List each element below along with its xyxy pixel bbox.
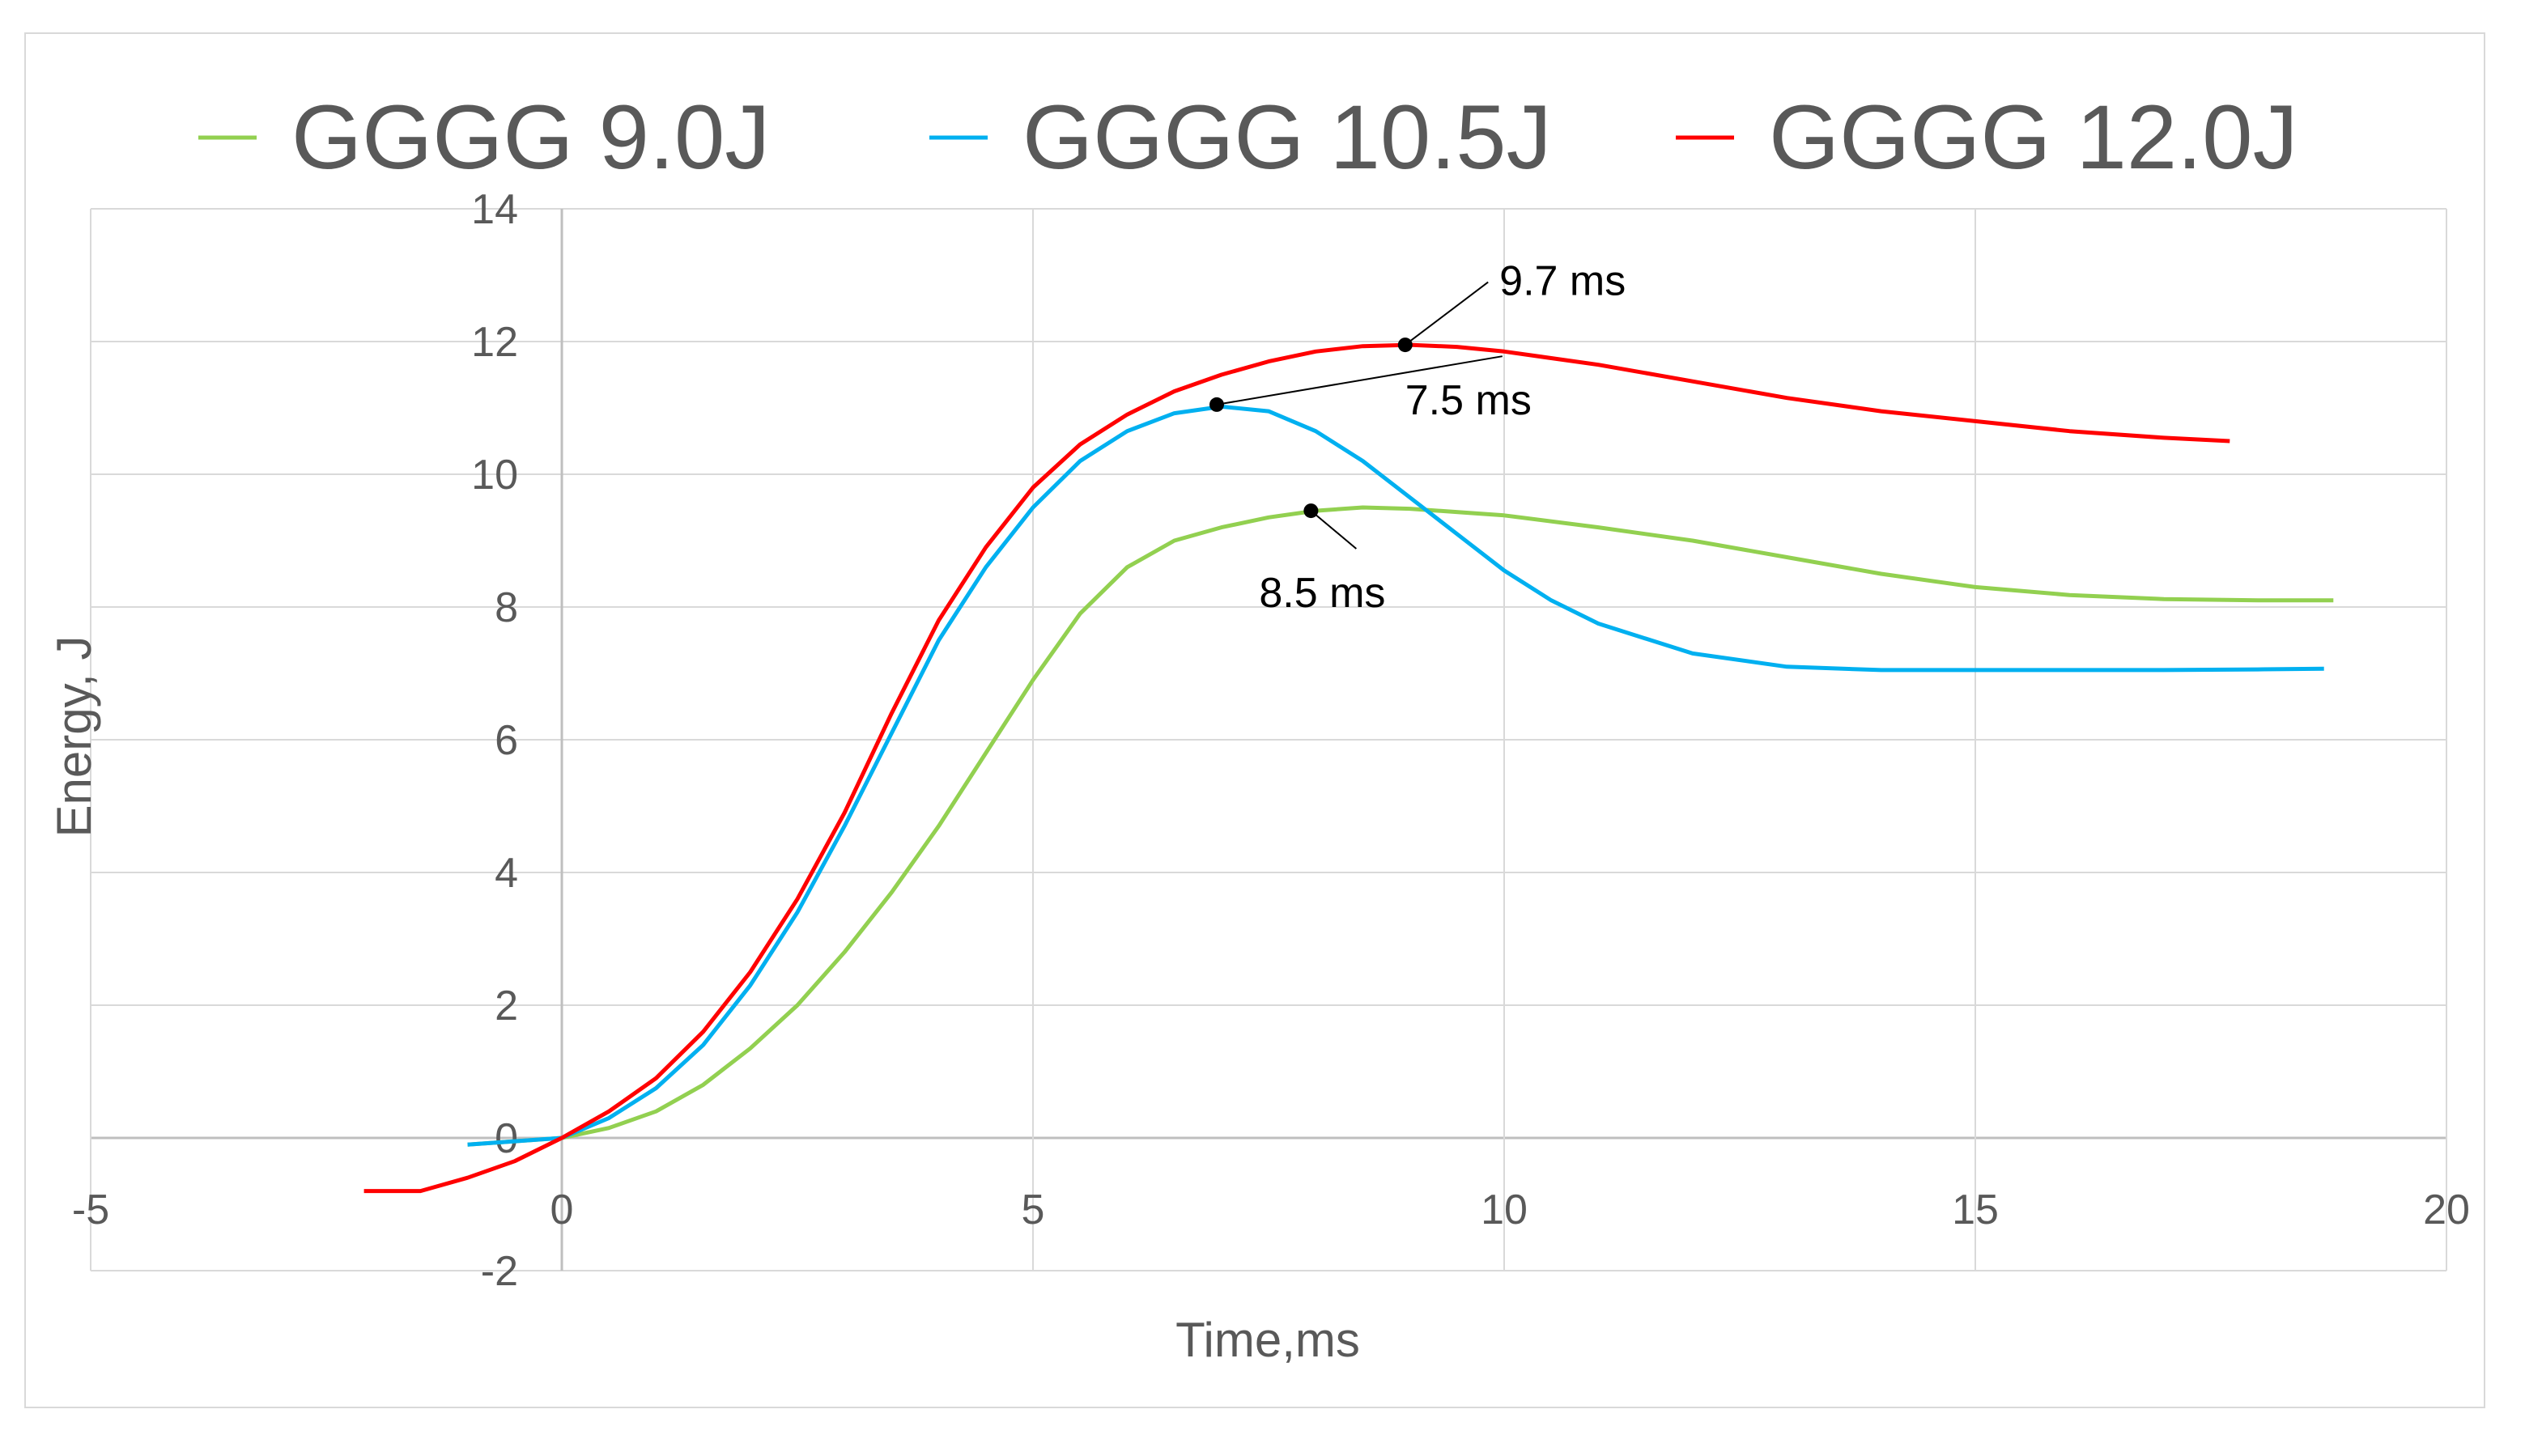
x-tick-label: 20: [2423, 1186, 2470, 1233]
legend-label: GGGG 9.0J: [291, 87, 770, 188]
series-layer: [363, 342, 2334, 1194]
y-tick-label: 10: [471, 452, 518, 499]
annotation-label: 9.7 ms: [1499, 258, 1626, 305]
chart-frame: [24, 32, 2485, 1408]
series-line: [467, 505, 2334, 1147]
annotation-label: 7.5 ms: [1405, 377, 1532, 424]
y-tick-label: 0: [495, 1115, 518, 1162]
y-tick-label: 2: [495, 983, 518, 1029]
annotation-marker: [1397, 337, 1413, 353]
y-tick-label: 8: [495, 584, 518, 631]
annotation-label: 8.5 ms: [1259, 570, 1385, 617]
annotation-leader: [1405, 281, 1489, 346]
y-tick-label: -2: [481, 1248, 518, 1295]
series-line: [363, 342, 2230, 1194]
annotation-marker: [1303, 503, 1319, 519]
y-axis-title: Energy, J: [47, 636, 101, 838]
x-axis-title: Time,ms: [1175, 1313, 1360, 1367]
axis-layer: -2 0 2 4 6 8 10 12 14 -5 0 5 10 15 20: [72, 186, 2470, 1295]
legend-label: GGGG 12.0J: [1769, 87, 2298, 188]
x-tick-label: 10: [1481, 1186, 1528, 1233]
x-tick-label: 15: [1952, 1186, 1999, 1233]
grid-layer: [90, 208, 2447, 1271]
x-tick-label: -5: [72, 1186, 109, 1233]
y-tick-label: 12: [471, 319, 518, 366]
legend-label: GGGG 10.5J: [1022, 87, 1552, 188]
x-tick-label: 0: [550, 1186, 574, 1233]
y-tick-label: 6: [495, 717, 518, 764]
legend: GGGG 9.0J GGGG 10.5J GGGG 12.0J: [198, 87, 2298, 188]
annotation-layer: 9.7 ms 7.5 ms 8.5 ms: [1209, 258, 1626, 617]
y-tick-label: 14: [471, 186, 518, 233]
annotation-leader: [1216, 355, 1503, 405]
y-tick-label: 4: [495, 850, 518, 897]
series-line: [467, 404, 2324, 1147]
annotation-marker: [1209, 397, 1224, 412]
x-tick-label: 5: [1022, 1186, 1045, 1233]
annotation-leader: [1310, 510, 1358, 550]
